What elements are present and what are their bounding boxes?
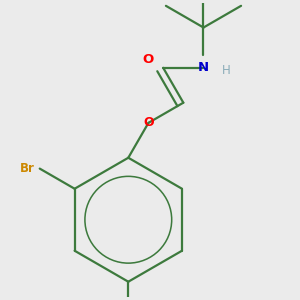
Text: O: O <box>143 53 154 66</box>
Text: O: O <box>143 116 154 129</box>
Text: N: N <box>198 61 209 74</box>
Text: H: H <box>222 64 231 77</box>
Text: Br: Br <box>20 162 35 175</box>
